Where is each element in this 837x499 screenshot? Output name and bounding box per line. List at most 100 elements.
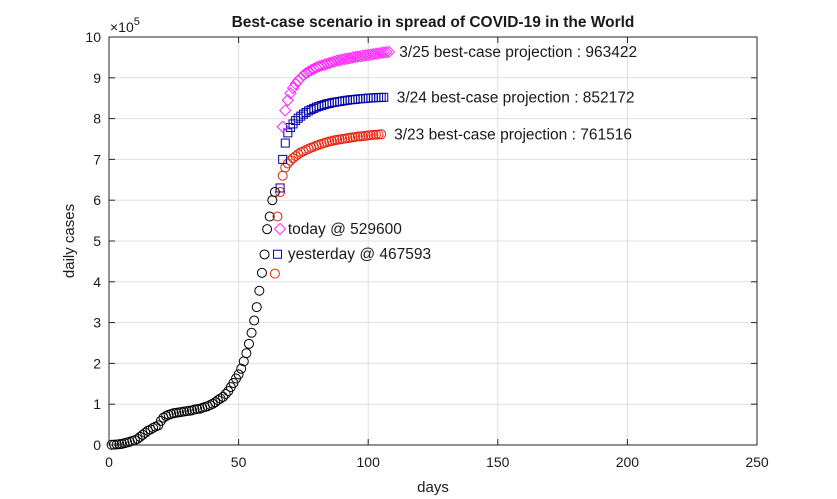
data-point — [369, 47, 383, 60]
series-0 — [106, 187, 280, 450]
data-point — [349, 50, 362, 64]
data-point — [364, 48, 377, 61]
data-point — [233, 369, 244, 380]
y-tick-label: 0 — [93, 437, 101, 453]
data-point — [380, 45, 393, 59]
data-point — [254, 285, 265, 296]
data-point — [302, 65, 315, 78]
data-point — [262, 224, 273, 235]
annotation-label: 3/25 best-case projection : 963422 — [399, 44, 637, 61]
x-axis-label: days — [417, 479, 449, 496]
data-point — [288, 119, 298, 129]
data-point — [299, 67, 313, 80]
data-point — [279, 104, 292, 117]
data-point — [368, 129, 379, 140]
annotations: 3/25 best-case projection : 963422 3/24 b… — [288, 44, 637, 263]
y-exponent-label: ×105 — [110, 16, 140, 35]
data-point — [284, 87, 297, 100]
series-1 — [269, 129, 387, 279]
data-point — [140, 427, 151, 438]
data-point — [330, 54, 344, 67]
y-tick-label: 3 — [93, 315, 101, 331]
data-point — [142, 425, 153, 436]
data-point — [379, 92, 389, 102]
series-3 — [273, 45, 396, 236]
data-point — [241, 348, 252, 359]
data-point — [323, 56, 336, 70]
data-point — [312, 60, 326, 73]
data-point — [317, 58, 331, 71]
annotation-label: 3/23 best-case projection : 761516 — [394, 126, 632, 143]
data-point — [325, 56, 339, 69]
series-layer — [106, 45, 396, 450]
data-point — [356, 49, 370, 62]
annotation-label: 3/24 best-case projection : 852172 — [397, 89, 635, 106]
data-point — [145, 424, 156, 435]
data-point — [290, 151, 301, 162]
data-point — [246, 327, 257, 338]
annotation-label: today @ 529600 — [288, 221, 402, 238]
data-point — [382, 45, 396, 59]
data-point — [376, 129, 387, 140]
data-point — [148, 422, 159, 433]
data-point — [367, 47, 380, 61]
data-point — [365, 130, 376, 141]
data-point — [333, 54, 346, 67]
data-point — [150, 421, 161, 432]
data-point — [207, 398, 218, 409]
data-point — [275, 183, 285, 193]
data-point — [373, 129, 384, 140]
y-tick-label: 10 — [85, 29, 101, 45]
data-point — [343, 52, 357, 65]
data-point — [328, 55, 341, 68]
data-point — [355, 131, 366, 142]
y-tick-label: 5 — [93, 233, 101, 249]
data-point — [338, 52, 352, 66]
data-point — [264, 211, 275, 222]
data-point — [259, 249, 270, 260]
data-point — [278, 154, 288, 164]
data-point — [363, 130, 374, 141]
data-point — [202, 401, 213, 412]
data-point — [236, 363, 247, 374]
y-tick-label: 2 — [93, 355, 101, 371]
annotation-label: yesterday @ 467593 — [288, 246, 431, 263]
x-tick-label: 150 — [486, 454, 510, 470]
data-point — [297, 69, 310, 82]
y-tick-label: 7 — [93, 151, 101, 167]
data-point — [351, 50, 365, 63]
data-point — [341, 52, 354, 65]
y-tick-label: 9 — [93, 70, 101, 86]
data-point — [361, 48, 375, 62]
data-point — [205, 400, 216, 411]
data-point — [220, 389, 231, 399]
series-2 — [272, 92, 389, 259]
data-point — [283, 128, 293, 138]
data-point — [377, 46, 390, 59]
data-point — [352, 131, 363, 142]
y-axis-label: daily cases — [61, 204, 78, 278]
x-tick-label: 100 — [357, 454, 381, 470]
data-point — [280, 138, 290, 148]
y-tick-label: 8 — [93, 111, 101, 127]
data-point — [276, 120, 289, 133]
y-tick-label: 6 — [93, 192, 101, 208]
data-point — [249, 315, 260, 326]
data-point — [272, 249, 282, 259]
data-point — [293, 149, 304, 160]
data-point — [286, 81, 300, 95]
x-tick-label: 200 — [616, 454, 640, 470]
y-exponent-power: 5 — [134, 16, 140, 28]
data-point — [269, 268, 280, 279]
data-point — [354, 49, 367, 63]
data-point — [346, 51, 359, 64]
data-point — [210, 397, 221, 408]
data-point — [218, 391, 229, 402]
data-point — [273, 222, 287, 236]
data-point — [251, 302, 262, 313]
data-point — [272, 211, 283, 222]
ticks: 0 50 100 150 200 250 0 1 2 3 4 5 6 7 8 9 10 — [85, 29, 768, 470]
x-tick-label: 0 — [105, 454, 113, 470]
